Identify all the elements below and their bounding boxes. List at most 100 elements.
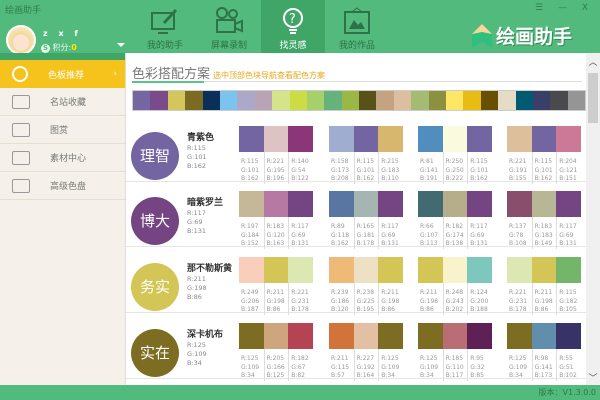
color-combo[interactable]: R:125 G:109 B:34 R:185 G:110 B:117 R:95 G:32 B:8… (418, 323, 492, 381)
color-combo[interactable]: R:125 G:109 B:34 R:205 G:166 B:125 R:182 G:67 B:… (239, 323, 313, 381)
combo-swatch[interactable]: R:248 G:243 B:202 (442, 257, 468, 315)
color-combo[interactable]: R:125 G:109 B:34 R:98 G:141 B:173 R:55 G:51 B:10… (507, 323, 581, 381)
scheme-badge[interactable]: 实在 (131, 329, 179, 377)
combo-swatch[interactable]: R:221 G:191 B:155 (507, 126, 532, 184)
combo-swatch[interactable]: R:211 G:198 B:86 (418, 257, 443, 315)
palette-swatch[interactable] (289, 91, 307, 110)
combo-swatch[interactable]: R:115 G:101 B:162 (353, 126, 379, 184)
palette-swatch[interactable] (567, 91, 586, 110)
tab-screen-record[interactable]: 屏幕录制 (197, 0, 261, 53)
scheme-badge[interactable]: 博大 (131, 197, 179, 245)
combo-swatch[interactable]: R:165 G:181 B:178 (353, 191, 379, 249)
color-combo[interactable]: R:158 G:173 B:208 R:115 G:101 B:162 R:215 G:183… (329, 126, 403, 184)
color-combo[interactable]: R:81 G:141 B:191 R:250 G:250 B:222 R:115 G:101 B… (418, 126, 492, 184)
palette-swatch[interactable] (185, 91, 203, 110)
window-controls[interactable]: ☰ — X (535, 3, 594, 13)
combo-swatch[interactable]: R:98 G:141 B:173 (531, 323, 557, 381)
combo-swatch[interactable]: R:117 G:69 B:131 (288, 191, 313, 249)
combo-swatch[interactable]: R:125 G:109 B:34 (418, 323, 443, 381)
palette-swatch[interactable] (254, 91, 273, 110)
palette-swatch[interactable] (446, 91, 464, 110)
combo-swatch[interactable]: R:211 G:115 B:57 (329, 323, 354, 381)
palette-swatch[interactable] (428, 91, 447, 110)
combo-swatch[interactable]: R:239 G:186 B:120 (329, 257, 354, 315)
combo-swatch[interactable]: R:204 G:121 B:151 (556, 126, 581, 184)
combo-swatch[interactable]: R:81 G:141 B:191 (418, 126, 443, 184)
scroll-down-icon[interactable]: ﹀ (588, 374, 598, 384)
palette-swatch[interactable] (150, 91, 168, 110)
sidebar-item[interactable]: 色板推荐 › (0, 60, 125, 88)
sidebar-item[interactable]: 图赏 (0, 116, 125, 144)
palette-swatch[interactable] (498, 91, 516, 110)
tab-my-assistant[interactable]: 我的助手 (133, 0, 197, 53)
combo-swatch[interactable]: R:125 G:109 B:34 (507, 323, 532, 381)
combo-swatch[interactable]: R:125 G:109 B:34 (378, 323, 403, 381)
palette-swatch[interactable] (324, 91, 342, 110)
combo-swatch[interactable]: R:221 G:195 B:196 (263, 126, 289, 184)
combo-swatch[interactable]: R:182 G:67 B:82 (288, 323, 313, 381)
palette-swatch[interactable] (411, 91, 429, 110)
combo-swatch[interactable]: R:249 G:206 B:187 (239, 257, 264, 315)
palette-swatch[interactable] (376, 91, 394, 110)
combo-swatch[interactable]: R:250 G:250 B:222 (442, 126, 468, 184)
color-combo[interactable]: R:221 G:231 B:178 R:211 G:198 B:86 R:115 G:182 B… (507, 257, 581, 315)
palette-swatch[interactable] (515, 91, 533, 110)
combo-swatch[interactable]: R:185 G:110 B:117 (442, 323, 468, 381)
palette-swatch[interactable] (550, 91, 568, 110)
combo-swatch[interactable]: R:182 G:174 B:138 (442, 191, 468, 249)
palette-swatch[interactable] (341, 91, 360, 110)
color-combo[interactable]: R:211 G:198 B:86 R:248 G:243 B:202 R:124 G:200 B… (418, 257, 492, 315)
user-menu-dropdown-icon[interactable] (117, 43, 125, 47)
palette-swatch[interactable] (167, 91, 186, 110)
combo-swatch[interactable]: R:115 G:101 B:162 (531, 126, 557, 184)
sidebar-item[interactable]: 高级色盘 (0, 172, 125, 200)
combo-swatch[interactable]: R:211 G:198 B:86 (378, 257, 403, 315)
combo-swatch[interactable]: R:115 G:101 B:162 (467, 126, 492, 184)
palette-swatch[interactable] (237, 91, 255, 110)
palette-swatch[interactable] (393, 91, 412, 110)
tab-my-works[interactable]: 我的作品 (325, 0, 389, 53)
combo-swatch[interactable]: R:158 G:173 B:208 (329, 126, 354, 184)
combo-swatch[interactable]: R:117 G:69 B:131 (556, 191, 581, 249)
combo-swatch[interactable]: R:183 G:183 B:149 (531, 191, 557, 249)
combo-swatch[interactable]: R:183 G:120 B:163 (263, 191, 289, 249)
scrollbar-thumb[interactable] (588, 73, 598, 123)
palette-swatch[interactable] (202, 91, 220, 110)
color-combo[interactable]: R:239 G:186 B:120 R:238 G:225 B:195 R:211 G:198… (329, 257, 403, 315)
combo-swatch[interactable]: R:215 G:183 B:110 (378, 126, 403, 184)
combo-swatch[interactable]: R:117 G:69 B:131 (467, 191, 492, 249)
palette-swatch[interactable] (359, 91, 377, 110)
palette-swatch[interactable] (480, 91, 499, 110)
combo-swatch[interactable]: R:227 G:192 B:164 (353, 323, 379, 381)
combo-swatch[interactable]: R:221 G:231 B:178 (288, 257, 313, 315)
combo-swatch[interactable]: R:221 G:231 B:178 (507, 257, 532, 315)
combo-swatch[interactable]: R:117 G:69 B:131 (378, 191, 403, 249)
scheme-badge[interactable]: 理智 (131, 132, 179, 180)
combo-swatch[interactable]: R:115 G:101 B:162 (239, 126, 264, 184)
color-combo[interactable]: R:66 G:107 B:113 R:182 G:174 B:138 R:117 G:69 B:… (418, 191, 492, 249)
combo-swatch[interactable]: R:66 G:107 B:113 (418, 191, 443, 249)
combo-swatch[interactable]: R:205 G:166 B:125 (263, 323, 289, 381)
combo-swatch[interactable]: R:197 G:184 B:152 (239, 191, 264, 249)
combo-swatch[interactable]: R:137 G:78 B:108 (507, 191, 532, 249)
tab-find-inspiration[interactable]: ? 找灵感 (261, 0, 325, 53)
scheme-badge[interactable]: 务实 (131, 263, 179, 311)
combo-swatch[interactable]: R:238 G:225 B:195 (353, 257, 379, 315)
color-combo[interactable]: R:221 G:191 B:155 R:115 G:101 B:162 R:204 G:121… (507, 126, 581, 184)
palette-swatch[interactable] (306, 91, 325, 110)
combo-swatch[interactable]: R:211 G:198 B:86 (263, 257, 289, 315)
combo-swatch[interactable]: R:115 G:182 B:105 (556, 257, 581, 315)
scroll-up-icon[interactable]: ︿ (588, 58, 598, 68)
palette-swatch[interactable] (272, 91, 290, 110)
palette-swatch[interactable] (219, 91, 238, 110)
color-combo[interactable]: R:197 G:184 B:152 R:183 G:120 B:163 R:117 G:69 B… (239, 191, 313, 249)
combo-swatch[interactable]: R:55 G:51 B:102 (556, 323, 581, 381)
color-combo[interactable]: R:211 G:115 B:57 R:227 G:192 B:164 R:125 G:109 B… (329, 323, 403, 381)
color-combo[interactable]: R:137 G:78 B:108 R:183 G:183 B:149 R:117 G:69 B:… (507, 191, 581, 249)
avatar[interactable] (6, 25, 36, 55)
palette-swatch[interactable] (463, 91, 481, 110)
combo-swatch[interactable]: R:140 G:54 B:122 (288, 126, 313, 184)
combo-swatch[interactable]: R:124 G:200 B:188 (467, 257, 492, 315)
combo-swatch[interactable]: R:89 G:118 B:162 (329, 191, 354, 249)
combo-swatch[interactable]: R:211 G:198 B:86 (531, 257, 557, 315)
